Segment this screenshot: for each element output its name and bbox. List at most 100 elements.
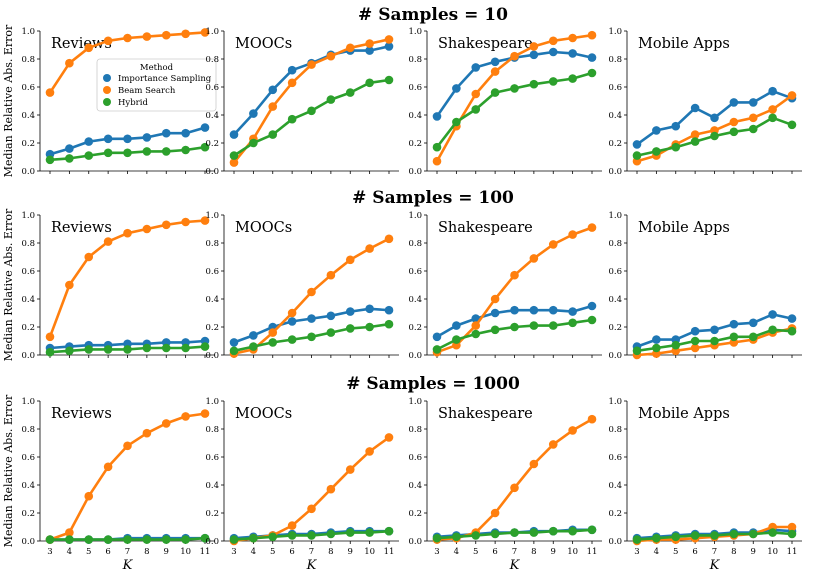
y-tick-label: 0.0 — [408, 167, 422, 177]
data-point — [568, 230, 577, 239]
data-point — [103, 237, 113, 246]
data-point — [229, 151, 239, 160]
data-point — [103, 535, 113, 544]
data-point — [452, 532, 461, 542]
y-tick-label: 0.4 — [205, 111, 219, 121]
y-tick-label: 0.6 — [205, 83, 219, 93]
series-beam-search — [229, 35, 394, 167]
data-point — [652, 343, 661, 353]
data-point — [787, 91, 797, 100]
data-point — [671, 340, 681, 350]
data-point — [490, 529, 500, 539]
series-hybrid — [45, 533, 210, 544]
y-tick-label: 0.2 — [21, 139, 35, 149]
x-tick-label: 5 — [473, 547, 478, 557]
data-point — [787, 326, 797, 336]
data-point — [729, 319, 739, 329]
data-point — [510, 483, 519, 493]
data-point — [471, 531, 481, 540]
data-point — [84, 491, 94, 501]
x-tick-label: 5 — [673, 547, 678, 557]
data-point — [384, 75, 394, 85]
y-tick-label: 0.8 — [21, 55, 35, 65]
data-point — [84, 137, 94, 146]
data-point — [249, 342, 258, 351]
data-point — [529, 79, 539, 89]
data-point — [45, 347, 55, 357]
x-tick-label: 9 — [551, 547, 556, 557]
series-importance-sampling — [229, 42, 394, 139]
y-tick-label: 1.0 — [21, 397, 35, 407]
data-point — [103, 148, 113, 158]
legend-marker — [103, 74, 111, 82]
y-tick-label: 0.2 — [205, 139, 219, 149]
data-point — [768, 528, 777, 537]
data-point — [229, 346, 239, 356]
data-point — [548, 240, 558, 249]
data-point — [432, 332, 442, 342]
data-point — [200, 28, 210, 37]
data-point — [632, 151, 642, 160]
row-3: # Samples = 1000 Median Relative Abs. Err… — [2, 374, 802, 573]
data-point — [568, 307, 577, 316]
data-point — [287, 65, 297, 75]
data-point — [123, 148, 132, 158]
data-point — [345, 43, 355, 53]
series-hybrid — [229, 526, 394, 544]
data-point — [432, 345, 442, 354]
y-tick-label: 1.0 — [21, 211, 35, 221]
panel-title: Reviews — [51, 36, 112, 52]
data-point — [249, 533, 258, 543]
data-point — [471, 329, 481, 339]
x-tick-label: 7 — [512, 547, 517, 557]
data-point — [287, 114, 297, 124]
data-point — [307, 60, 316, 69]
data-point — [384, 35, 394, 44]
data-point — [510, 305, 519, 315]
data-point — [568, 74, 577, 83]
x-axis-label: K — [709, 558, 721, 573]
y-tick-label: 0.0 — [21, 167, 35, 177]
data-point — [326, 311, 336, 321]
data-point — [452, 321, 461, 330]
y-axis-label: Median Relative Abs. Error — [2, 24, 15, 177]
data-point — [200, 409, 210, 418]
y-tick-label: 0.0 — [608, 167, 622, 177]
data-point — [200, 533, 210, 543]
y-tick-label: 0.6 — [21, 453, 35, 463]
data-point — [287, 531, 297, 540]
series-hybrid — [632, 528, 797, 544]
panel-shakespeare: 0.0 0.2 0.4 0.6 0.8 1.0 3 4 5 6 7 8 9 10 11 K Shakespear… — [408, 397, 602, 573]
y-tick-label: 0.2 — [608, 323, 622, 333]
y-tick-label: 0.6 — [21, 83, 35, 93]
data-point — [748, 124, 758, 134]
data-point — [268, 130, 278, 139]
y-tick-label: 0.2 — [408, 509, 422, 519]
data-point — [103, 36, 113, 46]
y-tick-label: 0.8 — [608, 55, 622, 65]
data-point — [365, 244, 374, 253]
y-tick-label: 0.6 — [608, 453, 622, 463]
data-point — [548, 77, 558, 86]
data-point — [384, 234, 394, 244]
data-point — [65, 528, 74, 537]
series-hybrid — [229, 75, 394, 160]
data-point — [787, 529, 797, 539]
data-point — [384, 526, 394, 536]
data-point — [142, 535, 152, 544]
row-1: # Samples = 10 Median Relative Abs. Error… — [2, 5, 802, 177]
data-point — [432, 533, 442, 543]
data-point — [510, 528, 519, 537]
y-tick-label: 0.4 — [205, 481, 219, 491]
data-point — [161, 220, 171, 230]
x-axis-label: K — [122, 558, 134, 573]
legend-marker — [103, 86, 111, 94]
data-point — [268, 338, 278, 347]
y-tick-label: 0.2 — [205, 323, 219, 333]
data-point — [142, 428, 152, 438]
y-tick-label: 1.0 — [608, 397, 622, 407]
data-point — [249, 138, 258, 148]
data-point — [200, 216, 210, 225]
data-point — [432, 156, 442, 166]
